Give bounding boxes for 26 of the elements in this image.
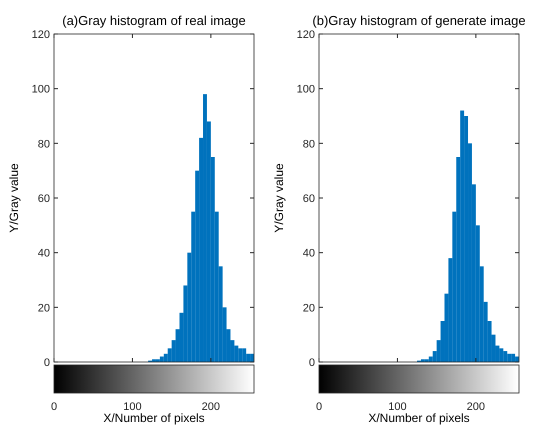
y-tick-label: 100 bbox=[32, 84, 50, 96]
x-tick-label: 100 bbox=[123, 401, 142, 413]
x-axis-title: X/Number of pixels bbox=[103, 411, 205, 425]
y-tick-label: 80 bbox=[302, 138, 315, 150]
y-tick-label: 60 bbox=[38, 193, 50, 205]
x-tick-label: 0 bbox=[316, 401, 322, 413]
y-tick-label: 0 bbox=[44, 357, 50, 369]
x-tick-label: 200 bbox=[202, 401, 220, 413]
x-tick-label: 200 bbox=[466, 401, 486, 413]
x-tick-label: 100 bbox=[388, 401, 407, 413]
chart-title: (a)Gray histogram of real image bbox=[62, 13, 246, 28]
chart-title: (b)Gray histogram of generate image bbox=[312, 13, 526, 28]
y-tick-label: 120 bbox=[296, 29, 315, 41]
y-tick-label: 0 bbox=[308, 357, 315, 369]
y-tick-label: 80 bbox=[38, 138, 50, 150]
y-tick-label: 20 bbox=[302, 302, 315, 314]
y-tick-label: 100 bbox=[296, 84, 315, 96]
y-tick-label: 40 bbox=[302, 248, 315, 260]
y-tick-label: 20 bbox=[38, 302, 50, 314]
y-tick-label: 60 bbox=[302, 193, 315, 205]
y-axis-title: Y/Gray value bbox=[272, 163, 286, 233]
y-tick-label: 40 bbox=[38, 248, 50, 260]
y-axis-title: Y/Gray value bbox=[7, 163, 21, 233]
x-tick-label: 0 bbox=[50, 401, 58, 413]
y-tick-label: 120 bbox=[32, 29, 50, 41]
x-axis-title: X/Number of pixels bbox=[368, 411, 470, 425]
